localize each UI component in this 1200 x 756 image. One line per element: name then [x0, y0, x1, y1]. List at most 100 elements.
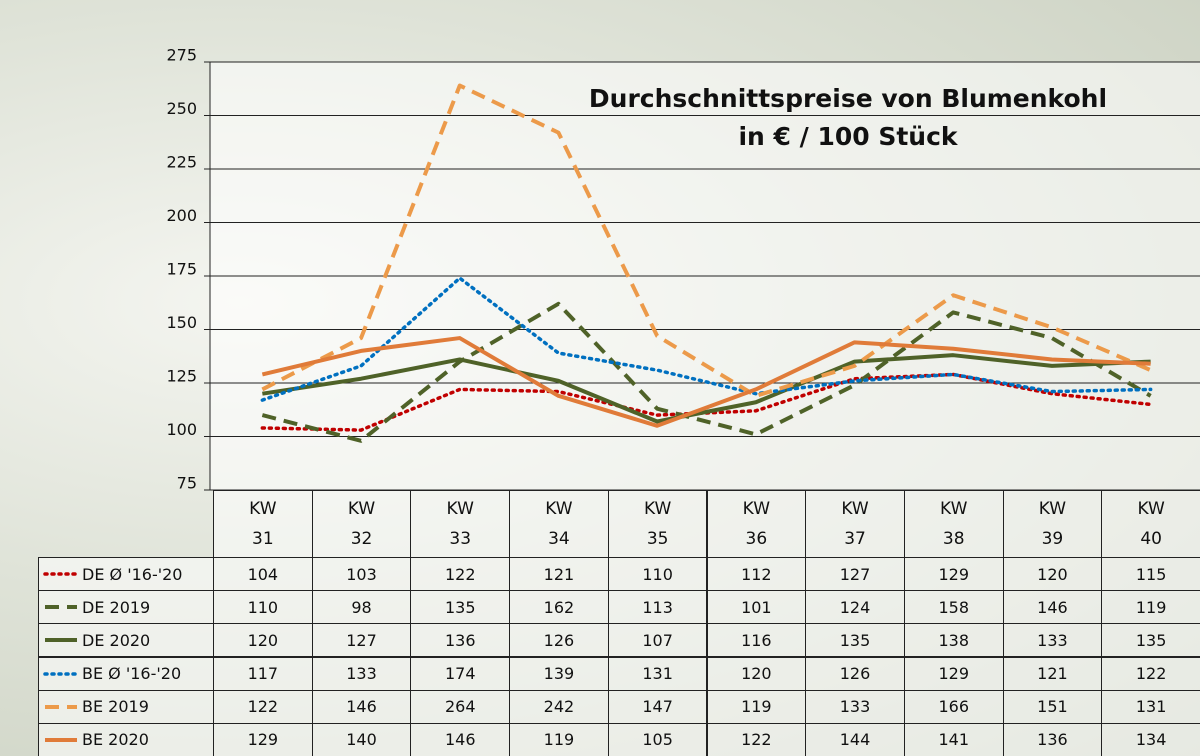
table-value: 133 — [805, 689, 905, 724]
table-value: 101 — [706, 590, 807, 625]
x-tick-label: KW 33 — [446, 499, 474, 549]
table-value: 122 — [1101, 656, 1200, 691]
table-value: 146 — [1002, 590, 1103, 625]
table-value: 135 — [1101, 623, 1200, 658]
table-value: 136 — [410, 623, 511, 658]
legend-swatch — [43, 671, 79, 676]
table-value: 127 — [805, 557, 905, 592]
table-value: 138 — [903, 623, 1004, 658]
series-line — [261, 83, 1152, 398]
legend-entry: DE Ø '16-'20 — [38, 557, 214, 592]
y-tick-label: 275 — [166, 46, 197, 65]
y-tick-label: 125 — [166, 367, 197, 386]
category-header: KW 36 — [706, 490, 807, 558]
legend-entry: DE 2020 — [38, 623, 214, 658]
table-value: 104 — [213, 557, 313, 592]
table-value: 129 — [903, 557, 1004, 592]
x-tick-label: KW 38 — [940, 499, 968, 549]
category-header: KW 34 — [509, 490, 609, 558]
table-value: 129 — [213, 722, 313, 756]
table-value: 151 — [1002, 689, 1103, 724]
category-header: KW 33 — [410, 490, 511, 558]
table-value: 135 — [805, 623, 905, 658]
y-tick-label: 75 — [177, 474, 197, 493]
table-value: 120 — [213, 623, 313, 658]
table-value: 122 — [706, 722, 807, 756]
category-header: KW 40 — [1101, 490, 1200, 558]
table-value: 120 — [706, 656, 807, 691]
x-tick-label: KW 32 — [347, 499, 376, 549]
table-value: 119 — [509, 722, 609, 756]
series-line — [260, 276, 1153, 402]
table-value: 131 — [607, 656, 708, 691]
category-header: KW 39 — [1002, 490, 1103, 558]
table-value: 105 — [607, 722, 708, 756]
table-value: 107 — [607, 623, 708, 658]
table-value: 141 — [903, 722, 1004, 756]
chart-title: Durchschnittspreise von Blumenkohl — [589, 84, 1107, 113]
legend-swatch — [45, 638, 77, 643]
x-tick-label: KW 40 — [1137, 499, 1165, 549]
table-value: 146 — [311, 689, 412, 724]
table-value: 134 — [1101, 722, 1200, 756]
series-line — [261, 301, 1152, 443]
legend-label: BE 2019 — [82, 697, 149, 717]
legend-entry: BE Ø '16-'20 — [38, 656, 214, 691]
x-tick-label: KW 35 — [643, 499, 672, 549]
table-value: 166 — [903, 689, 1004, 724]
series-line — [261, 336, 1151, 428]
table-value: 121 — [1002, 656, 1103, 691]
legend-entry: BE 2019 — [38, 689, 214, 724]
table-value: 135 — [410, 590, 511, 625]
table-value: 117 — [213, 656, 313, 691]
table-value: 264 — [410, 689, 511, 724]
table-value: 122 — [213, 689, 313, 724]
legend-label: BE 2020 — [82, 730, 149, 750]
x-tick-label: KW 34 — [545, 499, 573, 549]
table-value: 242 — [509, 689, 609, 724]
legend-label: DE 2019 — [82, 597, 151, 617]
table-value: 136 — [1002, 722, 1103, 756]
table-value: 119 — [1101, 590, 1200, 625]
legend-label: DE Ø '16-'20 — [82, 564, 183, 584]
legend-swatch — [45, 737, 77, 742]
chart-subtitle: in € / 100 Stück — [738, 122, 958, 151]
y-tick-label: 225 — [166, 153, 197, 172]
table-value: 174 — [410, 656, 511, 691]
table-value: 162 — [509, 590, 609, 625]
table-value: 144 — [805, 722, 905, 756]
table-value: 126 — [509, 623, 609, 658]
table-value: 133 — [311, 656, 412, 691]
x-tick-label: KW 31 — [249, 499, 277, 549]
legend-swatch — [43, 572, 79, 576]
table-value: 120 — [1002, 557, 1103, 592]
y-tick-label: 200 — [166, 206, 197, 225]
y-tick-label: 250 — [166, 99, 197, 118]
legend-swatch — [45, 605, 77, 610]
legend-label: BE Ø '16-'20 — [82, 664, 182, 684]
table-value: 110 — [213, 590, 313, 625]
legend-entry: BE 2020 — [38, 722, 214, 756]
table-value: 158 — [903, 590, 1004, 625]
series-line — [262, 353, 1151, 424]
table-value: 110 — [607, 557, 708, 592]
legend-swatch — [45, 704, 77, 709]
table-value: 146 — [410, 722, 511, 756]
table-value: 129 — [903, 656, 1004, 691]
table-value: 121 — [509, 557, 609, 592]
table-value: 127 — [311, 623, 412, 658]
category-header: KW 31 — [213, 490, 313, 558]
x-tick-label: KW 39 — [1038, 499, 1067, 549]
table-value: 98 — [311, 590, 412, 625]
legend-entry: DE 2019 — [38, 590, 214, 625]
category-header: KW 35 — [607, 490, 708, 558]
table-value: 115 — [1101, 557, 1200, 592]
y-tick-label: 100 — [166, 420, 197, 439]
table-value: 126 — [805, 656, 905, 691]
table-value: 133 — [1002, 623, 1103, 658]
x-tick-label: KW 37 — [841, 499, 869, 549]
table-value: 147 — [607, 689, 708, 724]
table-value: 140 — [311, 722, 412, 756]
x-tick-label: KW 36 — [742, 499, 771, 549]
